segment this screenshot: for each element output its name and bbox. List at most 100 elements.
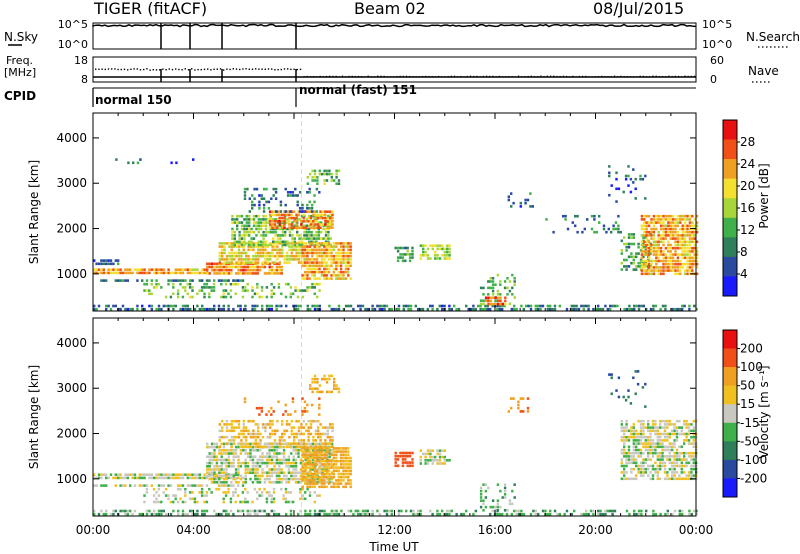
heatmap-cell <box>685 458 688 461</box>
heatmap-cell <box>637 245 640 249</box>
heatmap-cell <box>315 230 318 234</box>
heatmap-cell <box>289 191 292 194</box>
heatmap-cell <box>371 509 374 513</box>
heatmap-cell <box>220 461 223 465</box>
heatmap-cell <box>513 296 516 299</box>
heatmap-cell <box>484 296 488 300</box>
heatmap-cell <box>115 158 118 161</box>
heatmap-cell <box>93 509 96 513</box>
heatmap-cell <box>186 292 189 296</box>
heatmap-cell <box>289 292 292 296</box>
heatmap-cell <box>256 465 259 468</box>
heatmap-cell <box>244 442 247 446</box>
heatmap-cell <box>675 439 679 442</box>
heatmap-cell <box>419 449 422 452</box>
heatmap-cell <box>244 468 247 471</box>
heatmap-cell <box>667 218 670 221</box>
heatmap-cell <box>203 286 206 289</box>
heatmap-cell <box>208 465 211 468</box>
heatmap-cell <box>671 221 675 224</box>
heatmap-cell <box>306 453 309 457</box>
heatmap-cell <box>319 439 322 442</box>
heatmap-cell <box>680 426 683 429</box>
heatmap-cell <box>308 230 311 234</box>
heatmap-cell <box>213 509 216 513</box>
heatmap-cell <box>235 261 238 264</box>
freq-dot <box>485 75 488 77</box>
heatmap-cell <box>259 245 262 248</box>
heatmap-cell <box>251 468 255 471</box>
heatmap-cell <box>262 221 265 224</box>
heatmap-cell <box>671 477 674 481</box>
heatmap-cell <box>675 432 679 436</box>
heatmap-cell <box>271 254 274 258</box>
heatmap-cell <box>290 432 293 436</box>
heatmap-cell <box>241 295 245 299</box>
heatmap-cell <box>237 432 241 436</box>
heatmap-cell <box>620 423 623 426</box>
heatmap-cell <box>313 450 316 453</box>
heatmap-cell <box>469 307 473 311</box>
heatmap-cell <box>270 295 273 299</box>
heatmap-cell <box>186 512 189 516</box>
heatmap-cell <box>121 304 125 308</box>
heatmap-cell <box>269 242 272 245</box>
heatmap-cell <box>107 304 110 308</box>
heatmap-cell <box>297 245 301 248</box>
heatmap-cell <box>656 464 659 468</box>
heatmap-cell <box>233 435 236 439</box>
heatmap-cell <box>267 221 270 224</box>
heatmap-cell <box>157 500 161 504</box>
heatmap-cell <box>342 469 345 473</box>
heatmap-cell <box>245 261 248 264</box>
heatmap-cell <box>617 224 620 228</box>
heatmap-cell <box>278 242 281 245</box>
heatmap-cell <box>330 176 333 179</box>
heatmap-cell <box>503 489 507 493</box>
heatmap-cell <box>408 451 412 455</box>
heatmap-cell <box>685 461 688 465</box>
heatmap-cell <box>117 271 120 275</box>
heatmap-cell <box>254 261 257 264</box>
heatmap-cell <box>217 279 221 282</box>
heatmap-cell <box>666 458 669 461</box>
heatmap-cell <box>289 512 293 516</box>
heatmap-cell <box>266 435 269 439</box>
heatmap-cell <box>496 509 500 512</box>
heatmap-cell <box>529 307 533 311</box>
heatmap-cell <box>448 512 451 516</box>
heatmap-cell <box>337 270 340 274</box>
heatmap-cell <box>244 458 247 462</box>
heatmap-cell <box>300 245 303 248</box>
heatmap-cell <box>489 299 493 303</box>
heatmap-cell <box>656 426 659 429</box>
heatmap-cell <box>650 227 653 231</box>
heatmap-cell <box>688 304 691 308</box>
heatmap-cell <box>124 484 127 487</box>
heatmap-cell <box>683 458 686 461</box>
heatmap-cell <box>331 445 334 449</box>
heatmap-cell <box>649 458 652 461</box>
heatmap-cell <box>593 230 596 234</box>
heatmap-cell <box>349 248 352 252</box>
heatmap-cell <box>501 302 505 306</box>
heatmap-cell <box>275 307 278 311</box>
heatmap-cell <box>261 245 265 248</box>
heatmap-cell <box>240 221 244 224</box>
heatmap-cell <box>287 481 291 484</box>
heatmap-cell <box>232 307 235 311</box>
heatmap-cell <box>441 307 444 311</box>
heatmap-cell <box>198 476 201 480</box>
heatmap-cell <box>210 265 214 269</box>
heatmap-cell <box>246 289 249 292</box>
heatmap-cell <box>265 497 269 501</box>
heatmap-cell <box>328 304 331 308</box>
heatmap-cell <box>667 230 670 234</box>
heatmap-cell <box>191 476 194 480</box>
heatmap-cell <box>294 286 297 289</box>
heatmap-cell <box>239 449 243 452</box>
heatmap-cell <box>252 432 255 436</box>
heatmap-cell <box>306 482 309 485</box>
heatmap-cell <box>290 429 293 433</box>
